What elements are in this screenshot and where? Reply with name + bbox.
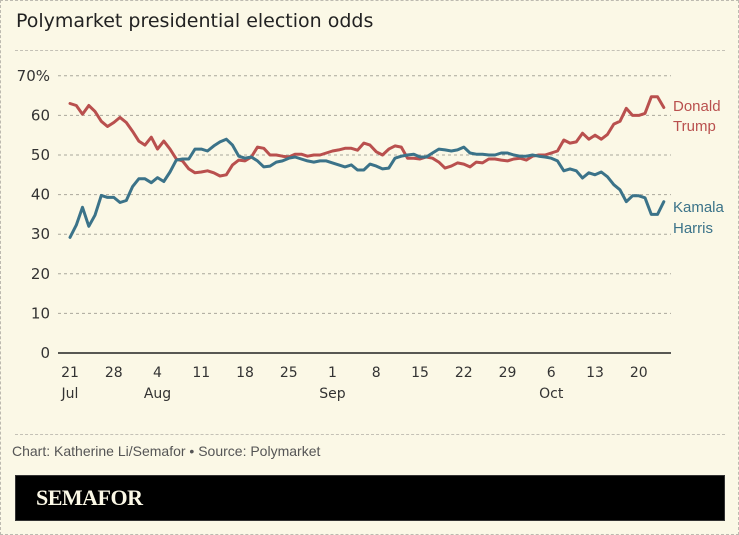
- x-month-label: Sep: [319, 386, 346, 402]
- y-tick-label: 60: [31, 106, 50, 124]
- y-tick-label: 30: [31, 225, 50, 243]
- series-labels: Donald Trump Kamala Harris: [673, 98, 725, 237]
- x-month-label: Oct: [539, 386, 564, 402]
- x-month-label: Aug: [144, 386, 171, 402]
- x-tick-label: 4: [153, 365, 162, 381]
- footer-divider: [15, 434, 725, 435]
- trump-line: [68, 95, 666, 178]
- brand-bar: SEMAFOR: [15, 475, 725, 521]
- y-tick-label: 10: [31, 304, 50, 322]
- gridlines: [58, 75, 671, 354]
- y-axis-ticks: 0 10 20 30 40 50 60 70%: [17, 67, 50, 362]
- x-tick-label: 13: [586, 365, 604, 381]
- y-tick-label: 20: [31, 265, 50, 283]
- x-tick-label: 11: [192, 365, 210, 381]
- harris-label: Kamala: [673, 199, 725, 216]
- semafor-logo: SEMAFOR: [36, 485, 143, 510]
- x-tick-label: 1: [328, 365, 337, 381]
- x-tick-label: 25: [280, 365, 298, 381]
- line-chart: 0 10 20 30 40 50 60 70% 21 Jul 28 4 Aug 11 18 25 1 Sep 8 1…: [17, 67, 725, 402]
- y-tick-label: 50: [31, 146, 50, 164]
- x-tick-label: 21: [61, 365, 79, 381]
- trump-label: Donald: [673, 98, 721, 115]
- x-tick-label: 8: [372, 365, 381, 381]
- x-tick-label: 29: [499, 365, 517, 381]
- harris-label: Harris: [673, 220, 713, 237]
- y-tick-label: 0: [40, 344, 50, 362]
- series-lines: [68, 95, 666, 239]
- x-tick-label: 20: [630, 365, 648, 381]
- chart-credit: Chart: Katherine Li/Semafor • Source: Po…: [12, 443, 321, 459]
- x-month-label: Jul: [61, 386, 79, 402]
- x-tick-label: 15: [411, 365, 429, 381]
- harris-line: [68, 137, 666, 239]
- trump-label: Trump: [673, 118, 716, 135]
- x-tick-label: 18: [236, 365, 254, 381]
- chart-title: Polymarket presidential election odds: [16, 10, 374, 32]
- x-tick-label: 22: [455, 365, 473, 381]
- x-tick-label: 28: [105, 365, 123, 381]
- x-axis-ticks: 21 Jul 28 4 Aug 11 18 25 1 Sep 8 15 22 29 6 Oct 13 20: [61, 365, 648, 402]
- y-tick-label: 70%: [17, 67, 50, 85]
- title-divider: [15, 50, 725, 51]
- x-tick-label: 6: [547, 365, 556, 381]
- y-tick-label: 40: [31, 186, 50, 204]
